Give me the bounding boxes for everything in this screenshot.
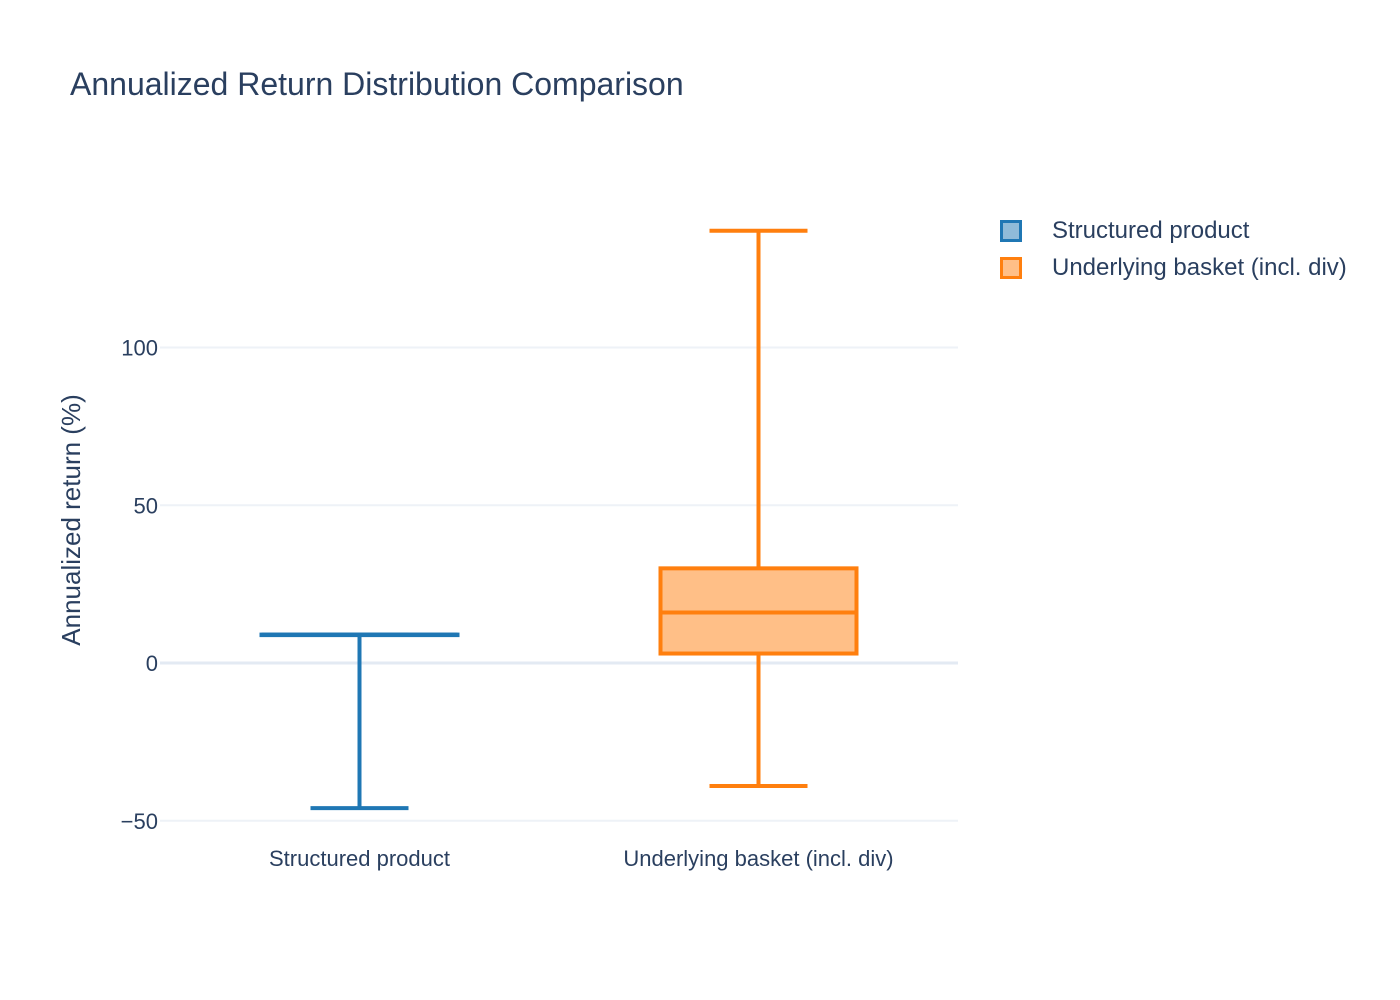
legend-swatch-underlying-basket <box>1000 256 1022 279</box>
y-axis-title: Annualized return (%) <box>56 394 86 645</box>
legend-label: Structured product <box>1052 216 1250 244</box>
x-tick-label: Structured product <box>269 846 450 871</box>
gridlines <box>160 346 958 822</box>
chart-title: Annualized Return Distribution Compariso… <box>70 66 684 102</box>
y-tick-label: 50 <box>134 493 158 518</box>
x-axis-ticks: Structured product Underlying basket (inc… <box>269 846 894 871</box>
legend-item-underlying-basket[interactable]: Underlying basket (incl. div) <box>1000 249 1347 286</box>
box-trace <box>259 632 460 811</box>
box-traces <box>259 228 859 811</box>
legend-item-structured-product[interactable]: Structured product <box>1000 212 1347 249</box>
x-tick-label: Underlying basket (incl. div) <box>623 846 893 871</box>
y-axis-ticks: −50 0 50 100 <box>121 336 158 834</box>
box-trace <box>658 228 859 789</box>
y-tick-label: 0 <box>146 651 158 676</box>
y-tick-label: −50 <box>121 809 158 834</box>
legend-label: Underlying basket (incl. div) <box>1052 253 1347 281</box>
legend-swatch-structured-product <box>1000 219 1022 242</box>
y-tick-label: 100 <box>121 336 158 361</box>
legend: Structured product Underlying basket (in… <box>1000 212 1347 286</box>
